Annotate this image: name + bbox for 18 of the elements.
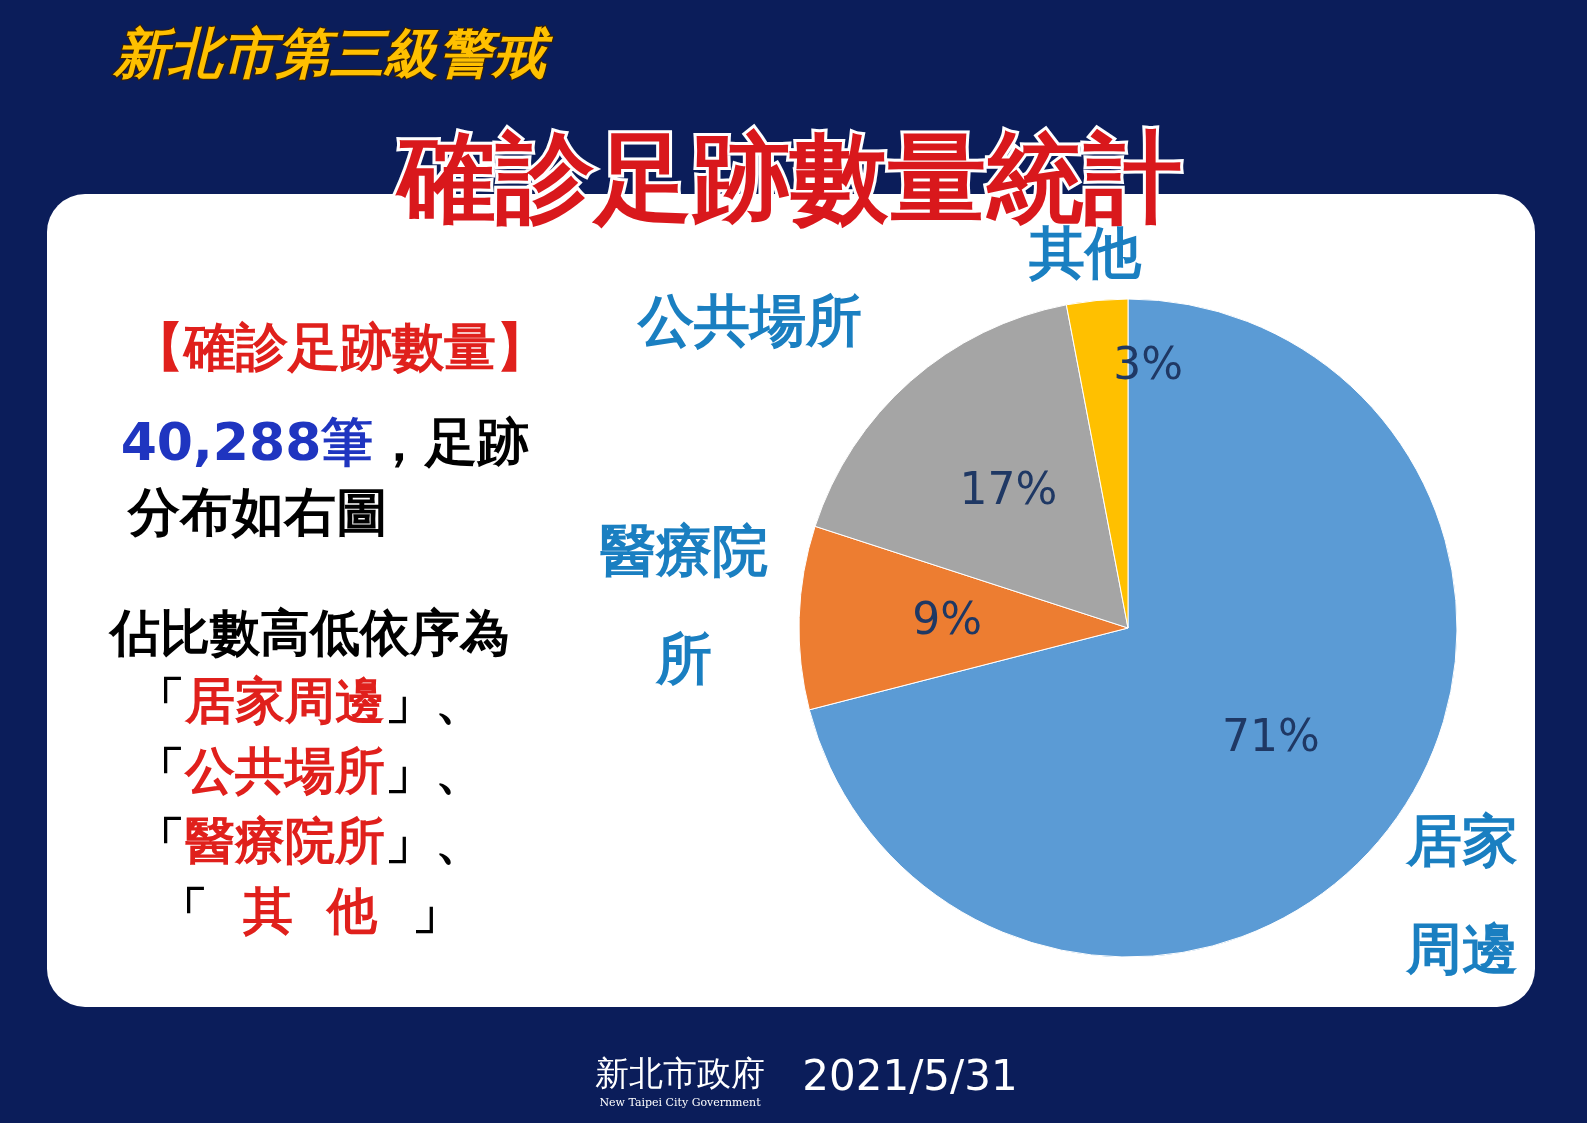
text: 「醫療院所」、	[135, 812, 485, 870]
slice-label: 醫療院所	[600, 518, 768, 691]
slice-label: 居家周邊	[1405, 808, 1518, 981]
text: 40,288筆，足跡	[120, 412, 530, 472]
text: New Taipei City Government	[599, 1096, 762, 1109]
data-label: 17%	[959, 463, 1058, 515]
chart-subtitle: 新北市第三級警戒	[112, 22, 554, 85]
slice-label: 公共場所	[636, 288, 862, 353]
text: 【確診足跡數量】	[132, 317, 548, 377]
text: 2021/5/31	[802, 1051, 1018, 1100]
text: 「 其 他 」	[157, 882, 463, 940]
text: 新北市政府	[595, 1053, 765, 1093]
text: 佔比數高低依序為	[108, 604, 510, 662]
text: 「公共場所」、	[135, 742, 485, 800]
data-label: 9%	[912, 593, 983, 645]
text: 分布如右圖	[126, 482, 388, 542]
data-label: 71%	[1222, 709, 1320, 761]
text: 「居家周邊」、	[135, 672, 485, 730]
